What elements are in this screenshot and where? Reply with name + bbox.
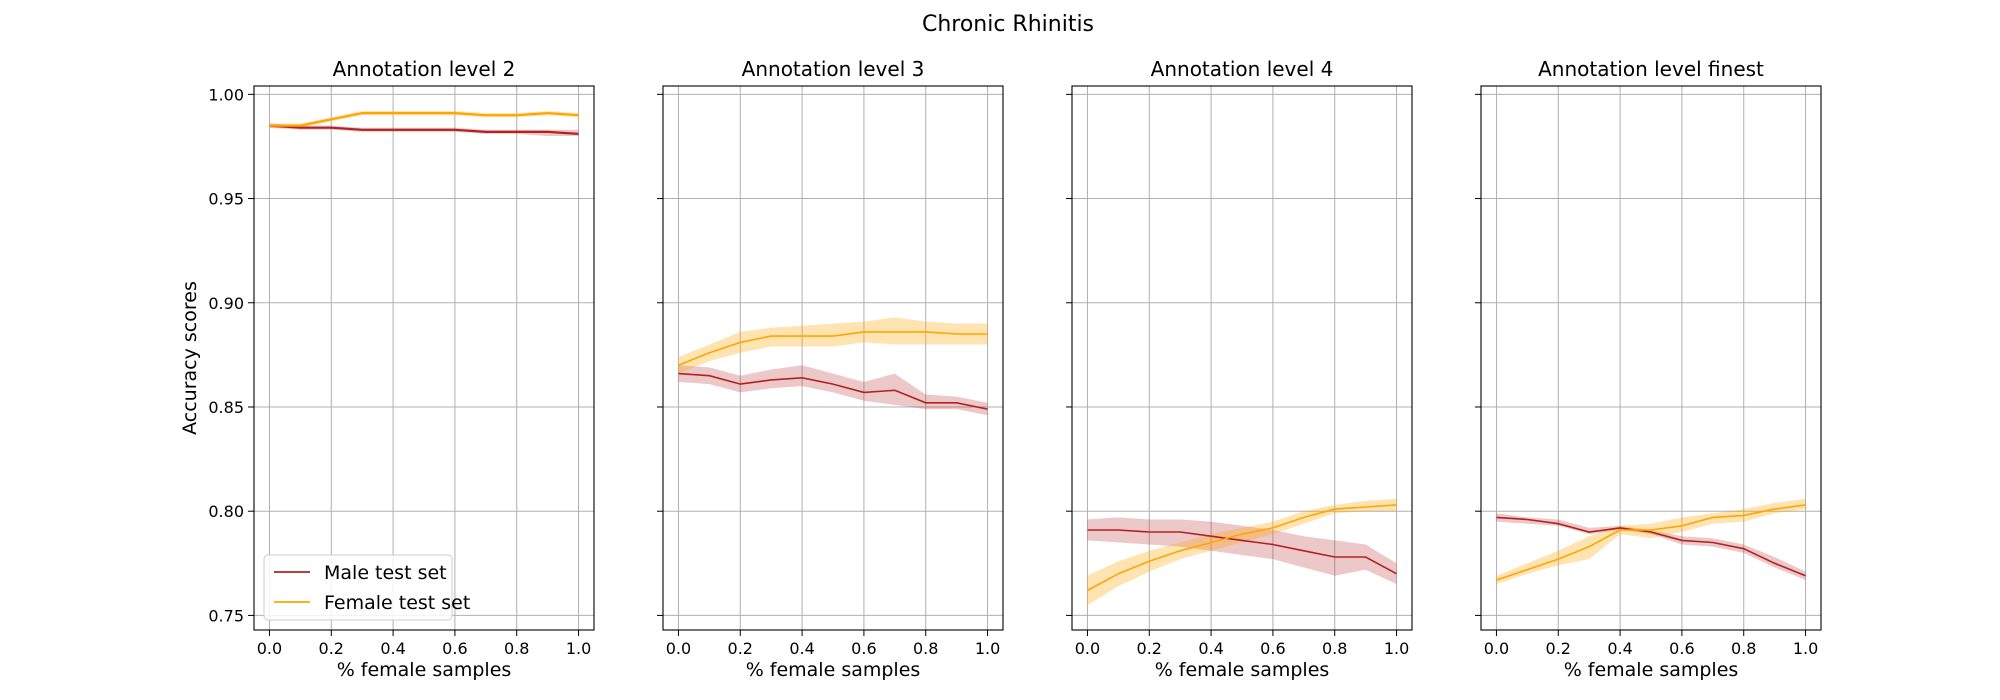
x-tick-label: 0.4: [380, 639, 405, 658]
panel-title: Annotation level 4: [1151, 57, 1334, 81]
series-line-female: [1087, 504, 1397, 592]
axes-frame: [1071, 85, 1413, 631]
x-tick-label: 0.6: [851, 639, 876, 658]
y-tick-label: 0.90: [208, 294, 244, 313]
y-tick-label: 0.75: [208, 606, 244, 625]
series-line-male: [1087, 529, 1397, 575]
x-tick-label: 0.6: [1260, 639, 1285, 658]
y-tick-label: 0.80: [208, 502, 244, 521]
x-tick-label: 0.2: [319, 639, 344, 658]
y-tick-label: 0.85: [208, 398, 244, 417]
confidence-band-male: [1087, 517, 1397, 585]
x-tick-label: 0.8: [504, 639, 529, 658]
x-tick-label: 0.8: [1731, 639, 1756, 658]
x-axis-label: % female samples: [337, 659, 512, 681]
series-line-male: [1496, 516, 1806, 577]
axes-frame: [1480, 85, 1822, 631]
confidence-band-female: [1087, 498, 1397, 605]
confidence-band-female: [678, 317, 988, 374]
x-tick-label: 0.4: [1198, 639, 1223, 658]
y-axis-label: Accuracy scores: [179, 281, 201, 435]
legend-label-male: Male test set: [324, 562, 447, 584]
x-tick-label: 0.8: [1322, 639, 1347, 658]
x-tick-label: 0.0: [666, 639, 691, 658]
panel-title: Annotation level 3: [742, 57, 925, 81]
confidence-band-male: [1496, 513, 1806, 580]
x-tick-label: 0.6: [442, 639, 467, 658]
chart-panel-4: 0.0 0.2 0.4 0.6 0.8 1.0 Annotation level fines…: [1475, 57, 1822, 681]
x-tick-label: 0.2: [1137, 639, 1162, 658]
series-line-female: [269, 111, 579, 127]
series-line-male: [678, 372, 988, 410]
x-tick-label: 0.0: [1484, 639, 1509, 658]
y-tick-label: 0.95: [208, 190, 244, 209]
panels: 0.0 0.2 0.4 0.6 0.8 1.0 0.75 0.80 0.85 0.90 0.95 1.…: [179, 57, 1822, 681]
legend-label-female: Female test set: [324, 592, 470, 614]
x-tick-label: 0.8: [913, 639, 938, 658]
confidence-band-female: [1496, 498, 1806, 585]
x-tick-label: 1.0: [1384, 639, 1409, 658]
x-tick-label: 1.0: [975, 639, 1000, 658]
series-line-female: [678, 331, 988, 367]
panel-title: Annotation level finest: [1538, 57, 1764, 81]
x-tick-label: 1.0: [1793, 639, 1818, 658]
x-tick-label: 0.6: [1669, 639, 1694, 658]
series-line-male: [269, 124, 579, 135]
x-axis-label: % female samples: [1564, 659, 1739, 681]
chart-panel-1: 0.0 0.2 0.4 0.6 0.8 1.0 0.75 0.80 0.85 0.90 0.95 1.…: [179, 57, 595, 681]
legend: Male test set Female test set: [263, 554, 470, 621]
chart-panel-2: 0.0 0.2 0.4 0.6 0.8 1.0 Annotation level 3 % fe…: [657, 57, 1004, 681]
x-tick-label: 0.0: [257, 639, 282, 658]
x-tick-label: 0.0: [1075, 639, 1100, 658]
axes-frame: [253, 85, 595, 631]
x-axis-label: % female samples: [1155, 659, 1330, 681]
x-tick-label: 0.4: [1607, 639, 1632, 658]
x-tick-label: 0.4: [789, 639, 814, 658]
x-tick-label: 0.2: [1546, 639, 1571, 658]
x-axis-label: % female samples: [746, 659, 921, 681]
legend-box: [263, 554, 453, 621]
confidence-band-male: [678, 365, 988, 416]
y-tick-label: 1.00: [208, 85, 244, 104]
x-tick-label: 1.0: [566, 639, 591, 658]
panel-title: Annotation level 2: [333, 57, 516, 81]
series-line-female: [1496, 504, 1806, 581]
figure-title: Chronic Rhinitis: [922, 12, 1094, 37]
x-tick-label: 0.2: [728, 639, 753, 658]
axes-frame: [662, 85, 1004, 631]
chart-panel-3: 0.0 0.2 0.4 0.6 0.8 1.0 Annotation level 4 % fe…: [1066, 57, 1413, 681]
